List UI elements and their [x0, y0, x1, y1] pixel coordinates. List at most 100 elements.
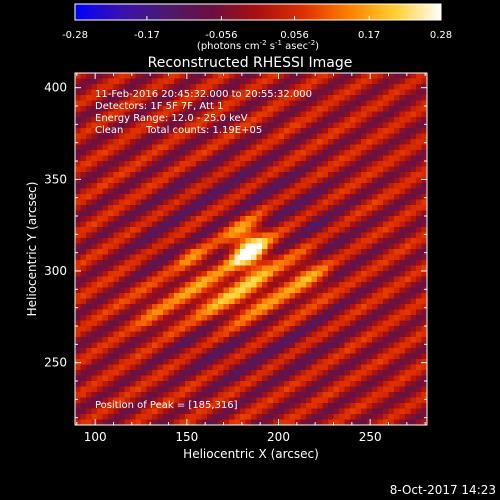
heatmap-cell — [113, 161, 120, 167]
heatmap-cell — [75, 403, 81, 409]
heatmap-cell — [350, 342, 356, 349]
heatmap-cell — [168, 95, 175, 101]
heatmap-cell — [86, 381, 92, 387]
heatmap-cell — [97, 144, 103, 151]
heatmap-cell — [361, 89, 367, 96]
heatmap-cell — [416, 293, 422, 299]
heatmap-cell — [212, 172, 219, 178]
heatmap-cell — [212, 177, 219, 184]
heatmap-cell — [234, 414, 241, 420]
heatmap-cell — [344, 309, 351, 316]
heatmap-cell — [339, 128, 345, 134]
heatmap-cell — [405, 139, 411, 145]
heatmap-cell — [333, 381, 340, 387]
heatmap-cell — [80, 106, 87, 112]
heatmap-cell — [328, 309, 334, 316]
heatmap-cell — [405, 282, 411, 288]
heatmap-cell — [405, 210, 411, 217]
heatmap-cell — [322, 331, 329, 338]
heatmap-cell — [410, 227, 417, 233]
heatmap-cell — [212, 238, 219, 244]
heatmap-cell — [157, 342, 164, 349]
heatmap-cell — [196, 144, 202, 151]
heatmap-cell — [245, 293, 252, 299]
heatmap-cell — [284, 309, 290, 316]
heatmap-cell — [300, 381, 307, 387]
heatmap-cell — [350, 84, 356, 90]
heatmap-cell — [163, 293, 169, 299]
colorbar-tick-label: -0.056 — [205, 30, 237, 41]
heatmap-cell — [223, 265, 230, 272]
heatmap-cell — [421, 326, 428, 332]
heatmap-cell — [218, 414, 224, 420]
heatmap-cell — [344, 342, 351, 349]
heatmap-cell — [124, 111, 131, 118]
heatmap-cell — [245, 73, 252, 79]
heatmap-cell — [135, 221, 142, 228]
heatmap-cell — [300, 128, 307, 134]
heatmap-cell — [212, 337, 219, 343]
heatmap-cell — [234, 408, 241, 415]
heatmap-cell — [119, 353, 125, 360]
heatmap-cell — [152, 194, 158, 200]
heatmap-cell — [223, 161, 230, 167]
heatmap-cell — [80, 111, 87, 118]
heatmap-cell — [218, 249, 224, 255]
heatmap-cell — [130, 89, 136, 96]
heatmap-cell — [322, 117, 329, 123]
heatmap-cell — [223, 260, 230, 266]
heatmap-cell — [410, 419, 417, 426]
heatmap-cell — [168, 403, 175, 409]
heatmap-cell — [278, 337, 285, 343]
heatmap-cell — [251, 183, 257, 189]
heatmap-cell — [267, 106, 274, 112]
heatmap-cell — [383, 111, 389, 118]
heatmap-cell — [256, 342, 263, 349]
heatmap-cell — [174, 353, 180, 360]
heatmap-cell — [295, 342, 301, 349]
heatmap-cell — [185, 89, 191, 96]
heatmap-cell — [91, 386, 98, 393]
heatmap-cell — [196, 265, 202, 272]
heatmap-cell — [97, 342, 103, 349]
heatmap-cell — [273, 370, 279, 376]
heatmap-cell — [333, 265, 340, 272]
heatmap-cell — [130, 271, 136, 277]
heatmap-cell — [388, 84, 395, 90]
heatmap-cell — [421, 320, 428, 327]
heatmap-cell — [80, 194, 87, 200]
heatmap-cell — [75, 238, 81, 244]
heatmap-cell — [361, 359, 367, 365]
heatmap-cell — [317, 78, 323, 85]
heatmap-cell — [317, 249, 323, 255]
heatmap-cell — [97, 254, 103, 261]
heatmap-cell — [240, 216, 246, 222]
heatmap-cell — [339, 199, 345, 206]
heatmap-cell — [350, 397, 356, 404]
heatmap-cell — [141, 177, 147, 184]
heatmap-cell — [405, 315, 411, 321]
heatmap-cell — [377, 364, 384, 371]
heatmap-cell — [163, 326, 169, 332]
heatmap-cell — [119, 155, 125, 162]
heatmap-cell — [124, 166, 131, 173]
colorbar-tick-label: -0.17 — [134, 30, 160, 41]
heatmap-cell — [421, 128, 428, 134]
heatmap-cell — [75, 326, 81, 332]
heatmap-cell — [416, 100, 422, 107]
heatmap-cell — [207, 238, 213, 244]
heatmap-cell — [80, 89, 87, 96]
heatmap-cell — [405, 353, 411, 360]
heatmap-cell — [284, 122, 290, 129]
heatmap-cell — [119, 199, 125, 206]
heatmap-cell — [146, 243, 153, 250]
heatmap-cell — [399, 370, 406, 376]
heatmap-cell — [240, 260, 246, 266]
heatmap-cell — [416, 304, 422, 310]
heatmap-cell — [97, 359, 103, 365]
heatmap-cell — [141, 227, 147, 233]
heatmap-cell — [196, 304, 202, 310]
x-tick-label: 150 — [175, 430, 198, 444]
heatmap-cell — [245, 100, 252, 107]
heatmap-cell — [251, 78, 257, 85]
